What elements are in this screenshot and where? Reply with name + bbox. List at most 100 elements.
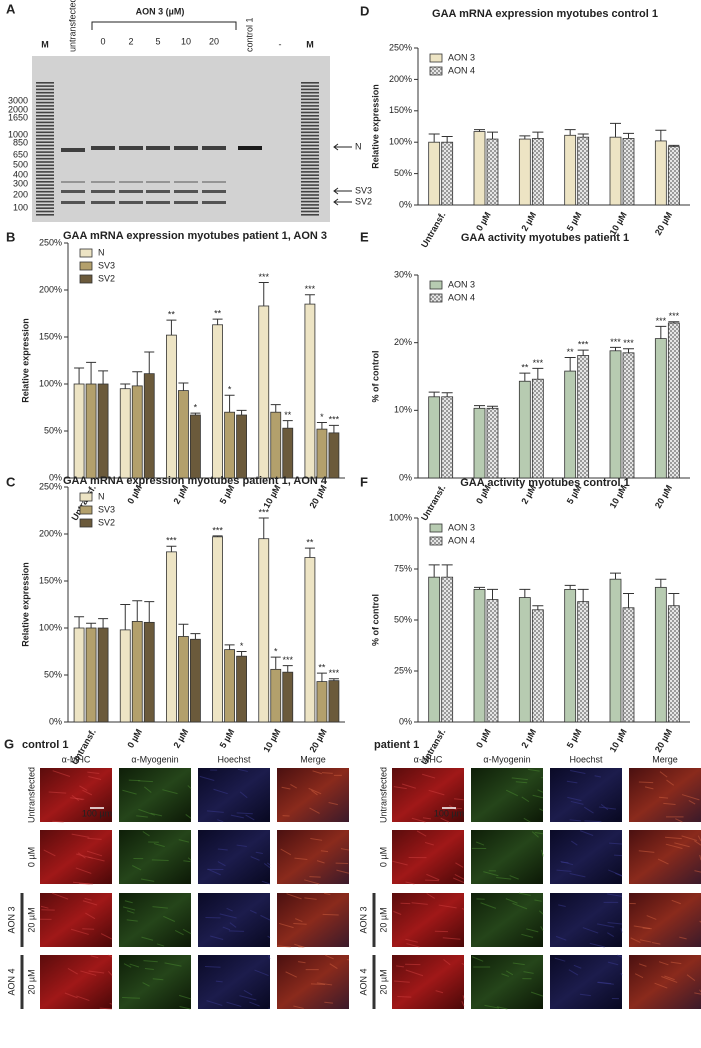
texture: [567, 796, 582, 802]
texture: [523, 971, 534, 974]
bar: [304, 303, 316, 479]
y-axis-label: Relative expression: [370, 84, 380, 169]
band: [91, 201, 115, 204]
aon-label: AON 3 (µM): [136, 6, 185, 16]
bar: [270, 668, 282, 723]
micrograph: [629, 830, 701, 884]
panel-label: F: [360, 474, 368, 489]
texture: [615, 872, 623, 877]
ladder-band: [36, 207, 54, 209]
treatment-label: AON 3: [6, 906, 16, 933]
texture: [90, 955, 99, 959]
legend-label: SV2: [98, 273, 115, 283]
texture: [217, 848, 228, 851]
x-tick-label: 20 µM: [307, 483, 328, 510]
error-bar: [655, 129, 667, 141]
texture: [152, 906, 168, 909]
ladder-band: [36, 161, 54, 163]
bar: [316, 428, 328, 479]
significance: ***: [623, 338, 634, 348]
texture: [187, 785, 192, 789]
texture: [658, 796, 669, 799]
texture: [86, 850, 103, 857]
bar: [428, 576, 441, 723]
band: [146, 181, 170, 183]
y-tick-label: 100%: [39, 378, 62, 388]
ladder-band: [301, 204, 319, 206]
texture: [336, 869, 349, 874]
bar: [667, 605, 680, 723]
significance: **: [168, 309, 176, 319]
error-bar: [190, 633, 201, 640]
chart-title: GAA activity myotubes patient 1: [461, 232, 629, 244]
significance: ***: [329, 668, 340, 678]
texture: [70, 928, 89, 935]
texture: [654, 982, 668, 989]
bar: [143, 621, 155, 723]
texture: [440, 817, 450, 823]
ladder-band: [36, 194, 54, 196]
texture: [633, 925, 651, 929]
legend-swatch: [79, 518, 93, 528]
ladder-band: [36, 128, 54, 130]
group-title: control 1: [22, 739, 68, 751]
texture: [141, 936, 154, 941]
significance: **: [567, 347, 575, 357]
texture: [496, 1006, 508, 1010]
texture: [597, 981, 612, 985]
texture: [100, 933, 113, 940]
x-tick-label: 20 µM: [653, 483, 674, 510]
texture: [239, 995, 257, 1001]
texture: [321, 772, 333, 774]
error-bar: [610, 122, 621, 138]
error-bar: [487, 131, 498, 140]
texture: [64, 992, 78, 999]
bar: [224, 649, 235, 723]
ladder-label: 500: [13, 159, 28, 169]
scale-bar-label: 100 µm: [82, 808, 112, 818]
error-bar: [428, 391, 440, 397]
bar: [166, 334, 177, 479]
y-axis-label: % of control: [370, 351, 380, 403]
texture: [392, 860, 408, 866]
bar: [190, 638, 201, 723]
error-bar: [564, 584, 576, 590]
ladder-band: [36, 131, 54, 134]
texture: [324, 1001, 333, 1004]
texture: [505, 789, 519, 797]
band: [119, 181, 143, 183]
band: [174, 181, 198, 183]
ladder-band: [301, 124, 319, 127]
texture: [665, 843, 683, 849]
micrograph: [277, 768, 349, 822]
ladder-band: [36, 141, 54, 143]
error-bar: [623, 132, 634, 139]
texture: [518, 892, 531, 896]
texture: [183, 860, 191, 863]
micrograph: [550, 893, 622, 947]
error-bar: [282, 665, 293, 673]
error-bar: [236, 651, 247, 657]
bar: [518, 380, 531, 479]
texture: [162, 789, 178, 795]
y-tick-label: 30%: [394, 269, 412, 279]
bar: [609, 578, 622, 723]
texture: [213, 788, 228, 795]
legend-label: N: [98, 491, 105, 501]
bar: [473, 589, 486, 723]
ladder-band: [36, 124, 54, 127]
error-bar: [166, 545, 177, 552]
bar: [577, 355, 590, 479]
bar: [667, 146, 680, 206]
texture: [142, 982, 150, 987]
texture: [137, 780, 153, 783]
texture: [405, 938, 418, 943]
y-tick-label: 200%: [39, 528, 62, 538]
ladder-band: [301, 121, 319, 124]
bar: [224, 411, 235, 479]
significance: ***: [329, 415, 340, 425]
texture: [76, 995, 90, 1002]
texture: [266, 862, 271, 866]
micrograph: [198, 768, 270, 822]
bar: [328, 680, 340, 723]
